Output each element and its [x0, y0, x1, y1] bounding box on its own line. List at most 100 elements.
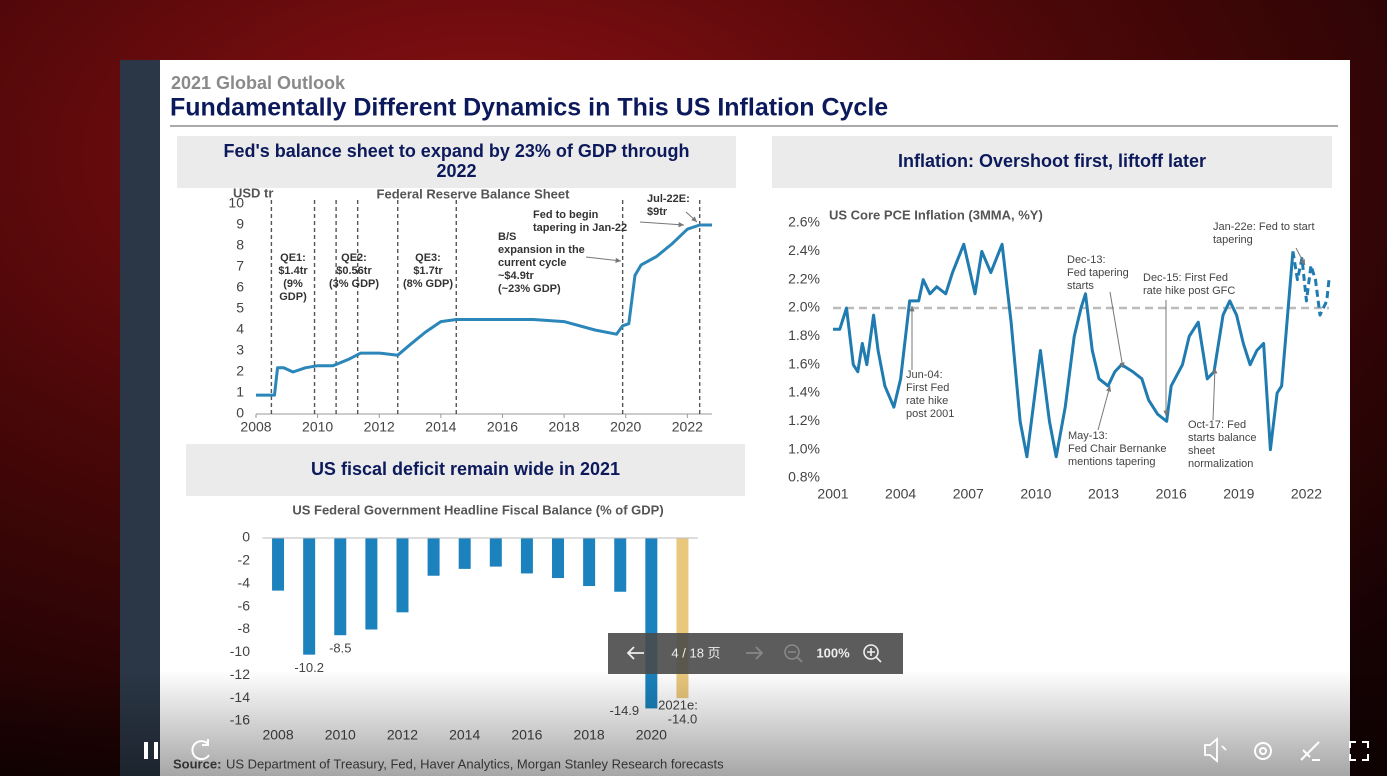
annotation: (~23% GDP) [498, 283, 561, 295]
source-text: US Department of Treasury, Fed, Haver An… [226, 756, 724, 771]
y-tick-label: 4 [236, 321, 244, 337]
chart-heading: 2022 [436, 161, 476, 181]
annotation: $1.4tr [278, 265, 308, 277]
bar [334, 538, 347, 636]
annotation: (9% [283, 278, 303, 290]
arrow-shaft [639, 221, 685, 226]
annotation: starts [1067, 280, 1094, 292]
x-tick-label: 2007 [953, 486, 984, 502]
data-line [833, 242, 1295, 459]
bar [520, 538, 533, 574]
annotation: (8% GDP) [403, 278, 453, 290]
annotate-button[interactable] [1300, 741, 1320, 761]
slide-edge [120, 60, 160, 776]
arrow-head [678, 222, 684, 228]
arrow-head [1300, 259, 1305, 265]
annotation: sheet [1188, 445, 1215, 457]
y-tick-label: -8 [238, 620, 251, 636]
y-tick-label: 7 [236, 258, 244, 274]
annotation: Fed tapering [1067, 267, 1129, 279]
x-tick-label: 2010 [302, 419, 333, 435]
arrow-head [691, 216, 697, 222]
arrow-shaft [585, 256, 622, 262]
next-page[interactable] [746, 646, 764, 660]
volume-button[interactable] [1204, 737, 1227, 763]
y-tick-label: 0.8% [788, 469, 820, 485]
source-label: Source: [173, 756, 221, 771]
annotation: $0.56tr [336, 265, 372, 277]
y-tick-label: 1 [236, 384, 244, 400]
x-tick-label: 2016 [1156, 486, 1187, 502]
x-tick-label: 2014 [425, 419, 456, 435]
arrow-head [1106, 386, 1112, 392]
y-tick-label: 2.0% [788, 299, 820, 315]
y-tick-label: -10 [230, 643, 250, 659]
pause-button[interactable] [144, 742, 158, 759]
zoom-in[interactable] [863, 644, 882, 663]
annotation: tapering [1213, 234, 1253, 246]
annotation: QE3: [415, 252, 441, 264]
annotation: First Fed [906, 382, 949, 394]
annotation: Dec-13: [1067, 254, 1106, 266]
annotation: post 2001 [906, 408, 954, 420]
annotation: Jan-22e: Fed to start [1213, 221, 1315, 233]
annotation: Oct-17: Fed [1188, 419, 1246, 431]
y-tick-label: -6 [238, 597, 251, 613]
chart-title: US Federal Government Headline Fiscal Ba… [292, 502, 663, 517]
x-tick-label: 2020 [610, 419, 641, 435]
arrow-head [615, 257, 621, 263]
y-tick-label: 3 [236, 342, 244, 358]
x-tick-label: 2022 [1291, 486, 1322, 502]
annotation: starts balance [1188, 432, 1256, 444]
data-line [256, 223, 712, 397]
y-tick-label: 6 [236, 279, 244, 295]
bar [552, 538, 565, 579]
chart-heading: Inflation: Overshoot first, liftoff late… [898, 151, 1206, 171]
y-tick-label: 0 [242, 529, 250, 545]
x-tick-label: 2013 [1088, 486, 1119, 502]
annotation: normalization [1188, 458, 1253, 470]
zoom-level: 100% [816, 645, 850, 660]
y-tick-label: 2.6% [788, 214, 820, 230]
annotation: QE2: [341, 252, 367, 264]
annotation: May-13: [1068, 430, 1108, 442]
y-tick-label: 1.2% [788, 412, 820, 428]
slide-title: Fundamentally Different Dynamics in This… [170, 94, 888, 122]
bar [614, 538, 627, 592]
y-tick-label: 10 [228, 195, 244, 211]
page-indicator: 4 / 18 页 [671, 645, 720, 660]
y-axis-label: USD tr [233, 185, 273, 200]
annotation: (3% GDP) [329, 278, 379, 290]
prev-page[interactable] [626, 646, 644, 660]
arrow-head [909, 306, 915, 312]
y-tick-label: -2 [238, 552, 251, 568]
annotation: rate hike post GFC [1143, 285, 1235, 297]
y-tick-label: 1.8% [788, 327, 820, 343]
bar [365, 538, 378, 630]
y-tick-label: 1.6% [788, 355, 820, 371]
bar [583, 538, 596, 587]
y-tick-label: 2.4% [788, 242, 820, 258]
annotation: expansion in the [498, 244, 585, 256]
zoom-out[interactable] [784, 644, 803, 663]
fullscreen-button[interactable] [1349, 741, 1369, 761]
y-tick-label: 1.4% [788, 384, 820, 400]
annotation: Fed to begin [533, 209, 599, 221]
kicker: 2021 Global Outlook [171, 73, 346, 93]
annotation: GDP) [279, 291, 307, 303]
x-tick-label: 2001 [817, 486, 848, 502]
annotation: ~$4.9tr [498, 270, 534, 282]
settings-button[interactable] [1254, 742, 1272, 760]
chart-heading-box [186, 444, 745, 496]
y-tick-label: 9 [236, 216, 244, 232]
annotation: tapering in Jan-22 [533, 222, 627, 234]
bar [458, 538, 471, 569]
x-tick-label: 2022 [672, 419, 703, 435]
replay-button[interactable] [191, 739, 210, 761]
y-tick-label: -4 [238, 574, 251, 590]
y-tick-label: 1.0% [788, 440, 820, 456]
chart-heading: Fed's balance sheet to expand by 23% of … [223, 141, 689, 161]
x-tick-label: 2010 [1020, 486, 1051, 502]
y-tick-label: 5 [236, 300, 244, 316]
